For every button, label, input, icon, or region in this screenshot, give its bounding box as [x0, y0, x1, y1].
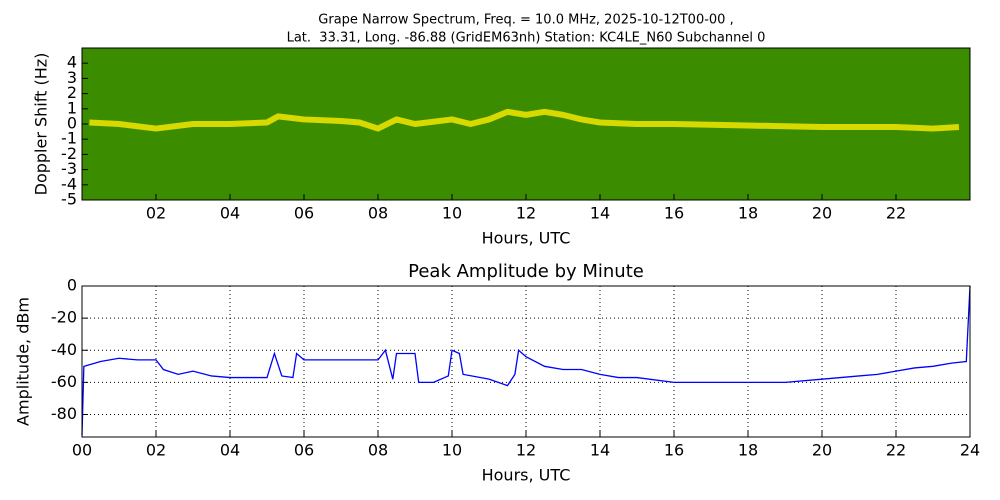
y-tick-label: 2: [67, 83, 77, 102]
y-tick-label: 0: [67, 276, 77, 295]
x-tick-label: 06: [294, 441, 314, 460]
y-tick-label: -4: [61, 174, 77, 193]
plot-frame: [81, 47, 971, 201]
x-tick-label: 20: [812, 204, 832, 223]
x-tick-label: 14: [590, 204, 610, 223]
x-tick-label: 24: [960, 441, 980, 460]
y-tick-label: -1: [61, 129, 77, 148]
chart-title: Peak Amplitude by Minute: [408, 261, 644, 282]
y-tick-label: 1: [67, 98, 77, 117]
plot-frame: [81, 285, 971, 438]
line-series: [81, 285, 971, 436]
y-tick-label: 0: [67, 114, 77, 133]
x-tick-label: 22: [886, 204, 906, 223]
x-tick-label: 10: [442, 441, 462, 460]
x-tick-label: 02: [146, 204, 166, 223]
chart-title: Grape Narrow Spectrum, Freq. = 10.0 MHz,…: [318, 13, 733, 28]
x-tick-label: 08: [368, 441, 388, 460]
x-tick-label: 18: [738, 441, 758, 460]
y-tick-label: -20: [51, 308, 77, 327]
y-tick-label: 4: [67, 53, 77, 72]
x-tick-label: 12: [516, 204, 536, 223]
y-tick-label: -40: [51, 340, 77, 359]
x-tick-label: 14: [590, 441, 610, 460]
x-tick-label: 16: [664, 204, 684, 223]
x-axis-label: Hours, UTC: [482, 229, 571, 248]
chart-title: Lat. 33.31, Long. -86.88 (GridEM63nh) St…: [287, 31, 766, 46]
x-tick-label: 08: [368, 204, 388, 223]
x-tick-label: 00: [72, 441, 92, 460]
y-tick-label: -60: [51, 372, 77, 391]
y-tick-label: -2: [61, 144, 77, 163]
y-axis-label: Amplitude, dBm: [14, 297, 33, 426]
y-tick-label: -80: [51, 404, 77, 423]
y-tick-label: -5: [61, 190, 77, 209]
x-tick-label: 02: [146, 441, 166, 460]
x-tick-label: 06: [294, 204, 314, 223]
x-tick-label: 04: [220, 204, 240, 223]
x-axis-label: Hours, UTC: [482, 466, 571, 485]
plot-area: [82, 286, 970, 437]
y-tick-label: 3: [67, 68, 77, 87]
doppler-trace: [89, 108, 960, 132]
x-tick-label: 04: [220, 441, 240, 460]
x-tick-label: 16: [664, 441, 684, 460]
x-tick-label: 10: [442, 204, 462, 223]
x-tick-label: 22: [886, 441, 906, 460]
x-tick-label: 18: [738, 204, 758, 223]
y-tick-label: -3: [61, 159, 77, 178]
x-tick-label: 12: [516, 441, 536, 460]
y-axis-label: Doppler Shift (Hz): [32, 53, 51, 196]
x-tick-label: 20: [812, 441, 832, 460]
